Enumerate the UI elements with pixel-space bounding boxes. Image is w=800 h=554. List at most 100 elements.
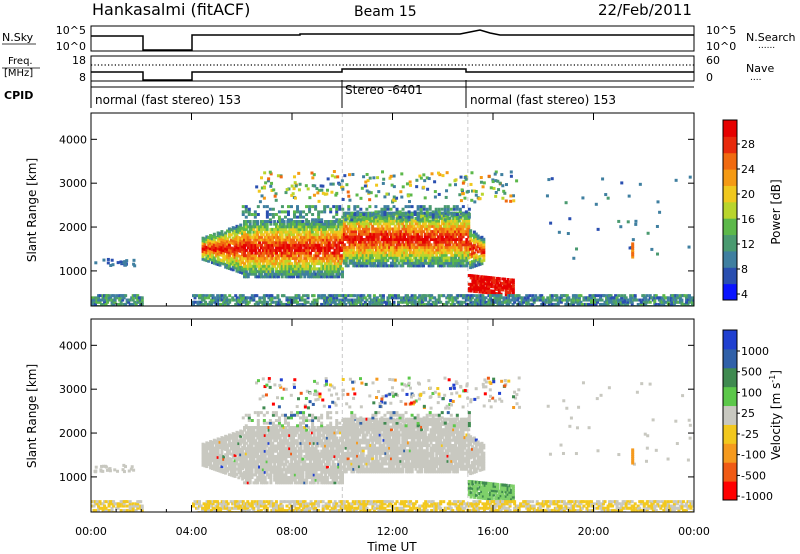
power-data-cell — [492, 285, 496, 289]
power-data-cell — [244, 210, 248, 214]
power-data-cell — [504, 300, 508, 304]
power-data-cell — [301, 220, 305, 224]
power-data-cell — [427, 227, 431, 231]
power-data-cell — [337, 267, 341, 271]
power-data-cell — [461, 296, 465, 300]
power-data-cell — [369, 243, 373, 247]
power-data-cell — [480, 288, 484, 292]
power-data-cell — [440, 294, 444, 298]
power-data-cell — [265, 233, 269, 237]
power-data-cell — [474, 258, 478, 262]
power-data-cell — [662, 300, 666, 304]
power-data-cell — [410, 264, 414, 268]
velocity-data-cell — [246, 431, 250, 435]
power-data-cell — [410, 251, 414, 255]
power-data-cell — [455, 224, 459, 228]
power-data-cell — [302, 210, 306, 214]
power-data-cell — [278, 272, 282, 276]
power-data-cell — [467, 232, 471, 236]
power-data-cell — [220, 294, 224, 298]
power-data-cell — [344, 256, 348, 260]
power-data-cell — [312, 222, 316, 226]
power-data-cell — [201, 294, 205, 298]
power-data-cell — [246, 238, 250, 242]
velocity-data-cell — [226, 469, 230, 473]
power-data-cell — [382, 253, 386, 257]
power-data-cell — [292, 275, 295, 279]
power-data-cell — [467, 215, 471, 219]
power-data-cell — [346, 256, 350, 260]
power-data-cell — [574, 296, 578, 300]
power-data-cell — [478, 241, 482, 245]
power-data-cell — [329, 272, 333, 276]
power-data-cell — [440, 238, 444, 242]
power-data-cell — [325, 220, 329, 224]
power-data-cell — [361, 232, 365, 236]
power-data-cell — [354, 253, 358, 257]
power-data-cell — [244, 227, 248, 231]
power-data-cell — [290, 230, 294, 234]
velocity-data-cell — [218, 438, 222, 442]
power-data-cell — [316, 222, 320, 226]
power-data-cell — [357, 238, 361, 242]
power-data-cell — [305, 251, 309, 255]
power-data-cell — [427, 224, 431, 228]
velocity-data-cell — [203, 443, 207, 447]
power-data-cell — [457, 219, 461, 223]
power-data-cell — [244, 241, 248, 245]
power-data-cell — [620, 296, 624, 300]
velocity-data-cell — [256, 465, 260, 469]
power-data-cell — [277, 215, 281, 219]
power-data-cell — [482, 250, 486, 254]
velocity-data-cell — [226, 451, 230, 455]
power-data-cell — [674, 178, 678, 182]
velocity-data-cell — [209, 463, 213, 467]
power-data-cell — [378, 261, 382, 265]
power-data-cell — [207, 251, 211, 255]
power-data-cell — [492, 289, 496, 293]
power-data-cell — [674, 296, 678, 300]
power-data-cell — [380, 227, 384, 231]
power-data-cell — [490, 278, 494, 282]
power-data-cell — [325, 275, 329, 279]
power-data-cell — [431, 218, 435, 222]
power-data-cell — [674, 294, 678, 298]
power-data-cell — [344, 259, 348, 263]
power-data-cell — [416, 248, 420, 252]
power-data-cell — [280, 205, 284, 209]
power-data-cell — [279, 175, 283, 179]
power-data-cell — [255, 185, 259, 189]
power-data-cell — [233, 247, 237, 251]
power-data-cell — [271, 238, 275, 242]
power-data-cell — [472, 256, 476, 260]
power-data-cell — [237, 267, 241, 271]
velocity-data-cell — [241, 445, 245, 449]
power-data-cell — [507, 302, 511, 306]
power-data-cell — [626, 302, 630, 306]
power-data-cell — [340, 220, 344, 224]
power-data-cell — [427, 219, 431, 223]
power-data-cell — [228, 298, 232, 302]
power-data-cell — [455, 219, 459, 223]
velocity-data-cell — [244, 454, 248, 458]
power-data-cell — [592, 294, 596, 298]
power-data-cell — [273, 233, 277, 237]
power-data-cell — [496, 285, 500, 289]
power-data-cell — [478, 290, 482, 294]
beam-title: Beam 15 — [354, 4, 417, 20]
power-data-cell — [390, 183, 394, 187]
power-data-cell — [678, 298, 682, 302]
power-data-cell — [330, 298, 334, 302]
power-data-cell — [293, 213, 297, 217]
power-data-cell — [306, 187, 310, 191]
power-data-cell — [323, 205, 327, 209]
power-data-cell — [329, 262, 333, 266]
power-data-cell — [455, 232, 459, 236]
power-data-cell — [351, 172, 355, 176]
power-data-cell — [259, 227, 263, 231]
power-data-cell — [312, 248, 316, 252]
power-data-cell — [322, 227, 326, 231]
power-data-cell — [423, 222, 427, 226]
power-data-cell — [418, 248, 422, 252]
power-data-cell — [335, 272, 339, 276]
